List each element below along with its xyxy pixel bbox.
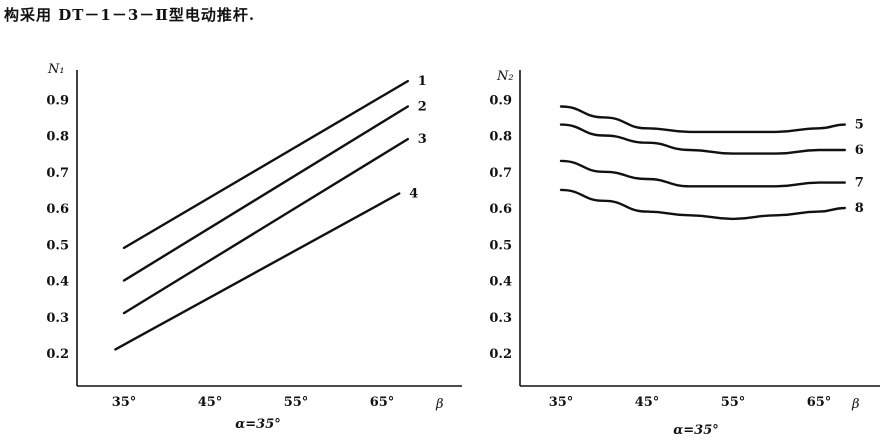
- y-axis-label: N₂: [496, 69, 514, 84]
- x-tick-label: 35°: [112, 395, 137, 410]
- x-tick-label: 65°: [370, 395, 395, 410]
- series-label-5: 5: [855, 118, 864, 133]
- series-label-7: 7: [855, 176, 864, 191]
- series-label-2: 2: [418, 100, 427, 115]
- page-heading: 构采用 DT－1－3－Ⅱ型电动推杆.: [4, 6, 256, 24]
- y-tick-label: 0.6: [489, 202, 512, 217]
- x-tick-label: 45°: [198, 395, 223, 410]
- y-tick-label: 0.4: [46, 275, 69, 290]
- y-tick-label: 0.4: [489, 275, 512, 290]
- series-line-7: [559, 159, 846, 188]
- x-tick-label: 65°: [807, 395, 832, 410]
- y-tick-label: 0.9: [46, 93, 69, 108]
- x-tick-label: 45°: [635, 395, 660, 410]
- x-axis-label: β: [851, 397, 860, 412]
- series-line-2: [122, 105, 409, 282]
- y-tick-label: 0.6: [46, 202, 69, 217]
- y-tick-label: 0.2: [46, 347, 69, 362]
- chart-caption: α=35°: [673, 423, 719, 438]
- series-line-1: [122, 79, 409, 250]
- y-tick-label: 0.3: [46, 311, 69, 326]
- chart-n2: 0.2 0.3 0.4 0.5 0.6 0.7 0.8 0.9 35° 45° 55° 65° N₂ β α…: [489, 69, 880, 438]
- series-label-6: 6: [855, 143, 864, 158]
- series-line-6: [559, 123, 846, 155]
- x-tick-label: 35°: [549, 395, 574, 410]
- series-label-4: 4: [409, 187, 418, 202]
- x-tick-label: 55°: [721, 395, 746, 410]
- chart-caption: α=35°: [235, 417, 281, 432]
- series-label-8: 8: [855, 201, 864, 216]
- y-tick-label: 0.8: [46, 130, 69, 145]
- x-tick-label: 55°: [284, 395, 309, 410]
- y-tick-label: 0.9: [489, 93, 512, 108]
- series-line-8: [559, 188, 846, 221]
- series-line-4: [114, 192, 401, 351]
- y-tick-label: 0.5: [46, 238, 69, 253]
- series-line-3: [122, 137, 409, 315]
- y-tick-label: 0.7: [46, 166, 69, 181]
- y-axis-label: N₁: [47, 62, 65, 77]
- y-tick-label: 0.3: [489, 311, 512, 326]
- y-tick-label: 0.8: [489, 130, 512, 145]
- y-tick-label: 0.7: [489, 166, 512, 181]
- series-label-1: 1: [418, 74, 427, 89]
- series-label-3: 3: [418, 132, 427, 147]
- x-axis-label: β: [435, 397, 444, 412]
- y-tick-label: 0.5: [489, 238, 512, 253]
- series-line-5: [559, 105, 846, 134]
- chart-n1: 0.2 0.3 0.4 0.5 0.6 0.7 0.8 0.9 35° 45° 55° 65° N₁ β α…: [46, 62, 462, 432]
- y-tick-label: 0.2: [489, 347, 512, 362]
